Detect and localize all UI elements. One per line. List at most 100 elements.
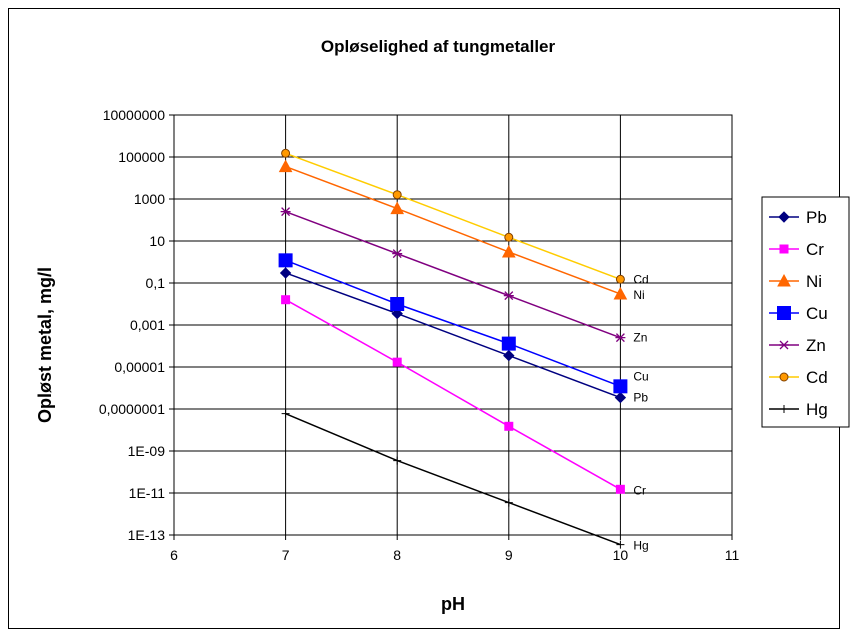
y-tick-label: 1E-13 [128,527,166,543]
legend-item-cr: Cr [769,240,824,259]
legend-label-cd: Cd [806,368,828,387]
y-tick-label: 1E-11 [129,485,166,501]
data-point-pb [279,267,292,279]
y-tick-label: 0,1 [146,275,166,291]
series-line-cu [285,259,621,388]
series-ni: Ni [278,159,645,302]
data-point-cd [392,190,402,200]
y-axis-title: Opløst metal, mg/l [35,267,55,423]
data-point-cr [392,357,402,367]
x-tick-label: 11 [725,547,740,563]
data-point-cd [281,148,291,158]
data-point-cu [501,336,516,351]
legend-label-cu: Cu [806,304,828,323]
legend-label-hg: Hg [806,400,828,419]
series-pb: Pb [279,267,648,405]
legend-marker-hg [780,405,788,413]
legend-item-zn: Zn [769,336,826,355]
x-axis-title: pH [441,594,465,614]
y-tick-label: 0,00001 [114,359,165,375]
x-tick-label: 6 [170,547,178,563]
y-tick-label: 10 [149,233,165,249]
legend-marker-cr [779,244,789,254]
x-tick-label: 9 [505,547,513,563]
legend-item-cd: Cd [769,368,828,387]
data-point-pb [503,349,515,362]
series-hg: Hg [281,409,649,553]
legend-marker-pb [778,211,790,223]
y-tick-label: 100000 [118,149,165,165]
data-point-zn [280,207,291,217]
legend-item-hg: Hg [769,400,828,419]
series-line-cr [285,299,621,490]
series-line-ni [285,165,621,295]
data-point-hg [393,456,402,465]
legend-label-pb: Pb [806,208,827,227]
x-tick-label: 7 [282,547,290,563]
data-point-cr [615,484,625,494]
data-point-cu [278,253,293,268]
series-line-cd [285,152,621,281]
series-line-hg [285,412,621,546]
y-tick-label: 1000 [134,191,165,207]
data-point-cu [390,297,405,311]
data-point-ni [613,286,628,300]
y-tick-label: 0,0000001 [99,401,165,417]
series-cd: Cd [281,148,649,286]
series-zn: Zn [280,207,647,345]
data-point-hg [504,498,513,507]
end-label-ni: Ni [633,288,644,302]
series-line-pb [285,272,621,399]
plot-area: 6 7 8 9 10 11 1E-13 1E-11 1E-09 0,0000001 0,00001 0… [99,107,740,563]
end-label-zn: Zn [633,331,647,345]
chart-frame [8,8,840,629]
marker-stroke [779,340,789,350]
legend-box [761,196,850,428]
data-point-cr [504,421,514,431]
data-point-cd [504,232,514,242]
y-tick-label: 10000000 [103,107,166,123]
data-point-hg [281,409,290,418]
data-point-hg [616,540,625,549]
legend-item-pb: Pb [769,208,827,227]
data-point-ni [501,244,516,258]
data-point-ni [278,159,293,173]
end-label-cu: Cu [633,369,648,383]
legend-marker-cd [779,372,789,382]
marker-stroke [503,291,514,301]
data-point-cr [281,295,291,305]
data-point-ni [390,201,405,215]
chart-title: Opløselighed af tungmetaller [321,37,556,56]
legend-label-zn: Zn [806,336,826,355]
y-tick-label: 1E-09 [128,443,166,459]
data-point-zn [392,249,403,259]
end-label-cd: Cd [633,272,648,286]
legend: Pb Cr Ni Cu Zn Cd Hg [761,196,850,428]
series-line-zn [285,210,621,339]
legend-marker-cu [777,306,791,320]
legend-item-ni: Ni [769,272,822,291]
legend-marker-ni [777,273,791,287]
marker-stroke [615,333,626,343]
legend-marker-zn [779,340,789,350]
x-tick-label: 8 [393,547,401,563]
data-point-zn [503,291,514,301]
data-point-pb [614,391,627,404]
series-cr: Cr [281,295,646,497]
data-point-cd [615,274,625,284]
x-tick-label: 10 [613,547,629,563]
legend-label-ni: Ni [806,272,822,291]
legend-label-cr: Cr [806,240,824,259]
data-point-zn [615,333,626,343]
marker-stroke [392,249,403,259]
data-point-cu [613,379,628,394]
legend-item-cu: Cu [769,304,828,323]
series-cu: Cu [278,253,649,394]
marker-stroke [280,207,291,217]
end-label-pb: Pb [633,391,648,405]
y-tick-label: 0,001 [130,317,165,333]
data-point-pb [391,307,403,320]
end-label-cr: Cr [633,483,646,497]
end-label-hg: Hg [633,539,648,553]
